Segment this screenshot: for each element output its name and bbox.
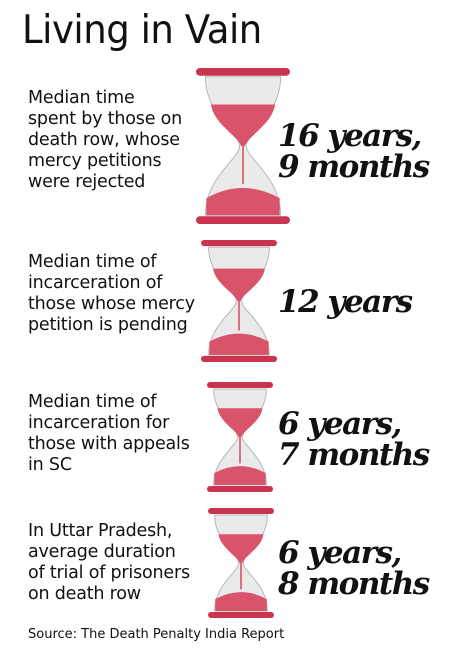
row-value-line: 8 months [278, 566, 430, 602]
row-value-line: 7 months [278, 437, 430, 473]
row-label-line: were rejected [28, 172, 146, 192]
hourglass-icon [201, 240, 277, 367]
source-note: Source: The Death Penalty India Report [28, 627, 285, 642]
row-label-line: of trial of prisoners [28, 563, 190, 583]
row-label-line: those whose mercy [28, 294, 195, 314]
row-value: 12 years [278, 287, 448, 318]
row-value-line: 9 months [278, 149, 430, 185]
row-value-line: 6 years, [278, 535, 402, 571]
row-label-line: on death row [28, 584, 141, 604]
row-label-line: spent by those on [28, 109, 183, 129]
row-label-line: Median time of [28, 252, 157, 272]
row-label-line: death row, whose [28, 130, 180, 150]
row-value: 16 years, 9 months [278, 121, 448, 183]
row-label-line: In Uttar Pradesh, [28, 521, 173, 541]
row-value: 6 years, 8 months [278, 538, 448, 600]
hourglass-icon [208, 508, 274, 623]
row-label-line: incarceration for [28, 413, 170, 433]
row-label-line: Median time of [28, 392, 157, 412]
row-label: Median time spent by those on death row, w… [28, 88, 208, 193]
row-label-line: Median time [28, 88, 135, 108]
row-label: Median time of incarceration of those whos… [28, 252, 208, 336]
hourglass-icon [196, 68, 290, 229]
row-label-line: those with appeals [28, 434, 190, 454]
row-value-line: 6 years, [278, 406, 402, 442]
row-label-line: incarceration of [28, 273, 163, 293]
chart-title: Living in Vain [22, 8, 262, 53]
row-label: In Uttar Pradesh, average duration of tria… [28, 521, 208, 605]
row-label-line: petition is pending [28, 315, 188, 335]
row-value-line: 12 years [278, 284, 413, 320]
row-label-line: average duration [28, 542, 176, 562]
row-label-line: mercy petitions [28, 151, 162, 171]
row-label: Median time of incarceration for those wit… [28, 392, 208, 476]
row-label-line: in SC [28, 455, 72, 475]
row-value-line: 16 years, [278, 118, 422, 154]
row-value: 6 years, 7 months [278, 409, 448, 471]
hourglass-icon [207, 382, 273, 497]
